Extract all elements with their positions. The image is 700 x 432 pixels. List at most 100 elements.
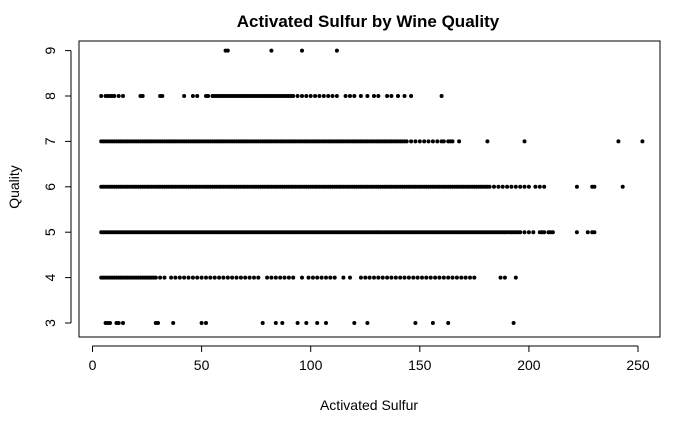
x-tick-label: 100 — [299, 357, 323, 373]
data-point — [321, 94, 326, 98]
data-point — [300, 48, 304, 53]
data-point — [542, 184, 547, 189]
data-point — [269, 48, 274, 53]
data-point — [186, 275, 191, 280]
y-tick-label: 8 — [42, 92, 58, 100]
data-point — [372, 275, 376, 280]
data-point — [522, 184, 527, 189]
data-point — [304, 94, 309, 98]
data-point — [385, 94, 390, 98]
data-point — [199, 275, 204, 280]
x-axis: 0 50 100 150 200 250 — [89, 345, 650, 373]
data-point — [592, 230, 597, 235]
data-point — [140, 94, 145, 98]
data-point — [234, 275, 239, 280]
data-point — [433, 275, 438, 280]
data-point — [324, 275, 328, 280]
data-point — [225, 275, 230, 280]
data-point — [160, 94, 165, 98]
x-tick-label: 150 — [408, 357, 432, 373]
data-point — [522, 230, 527, 235]
data-point — [328, 275, 333, 280]
data-point — [121, 321, 125, 325]
data-point — [204, 275, 208, 280]
data-point — [404, 139, 409, 144]
data-point — [428, 275, 433, 280]
data-point — [171, 321, 176, 325]
data-point — [256, 275, 261, 280]
data-point — [505, 184, 510, 189]
data-point — [280, 321, 285, 325]
data-point — [406, 275, 411, 280]
data-point — [574, 230, 579, 235]
data-point — [454, 275, 459, 280]
data-point — [341, 275, 346, 280]
data-point — [282, 275, 287, 280]
data-point — [363, 275, 368, 280]
data-point — [306, 275, 311, 280]
data-point — [426, 139, 431, 144]
data-point — [315, 321, 320, 325]
plot-frame — [78, 40, 661, 338]
x-tick-label: 250 — [626, 357, 650, 373]
data-point — [225, 48, 230, 53]
data-point — [99, 94, 104, 98]
data-point — [402, 94, 407, 98]
data-point — [389, 275, 394, 280]
data-point — [291, 275, 296, 280]
data-point — [441, 275, 446, 280]
data-point — [365, 94, 370, 98]
data-point — [531, 230, 536, 235]
data-point — [441, 139, 446, 144]
data-point — [509, 184, 514, 189]
x-axis-label: Activated Sulfur — [320, 397, 418, 413]
data-point — [343, 94, 348, 98]
x-tick-label: 0 — [89, 357, 97, 373]
data-point — [616, 139, 621, 144]
data-point — [173, 275, 178, 280]
data-point — [513, 275, 518, 280]
data-point — [204, 321, 208, 325]
data-point — [502, 275, 507, 280]
data-point — [206, 94, 211, 98]
data-point — [398, 275, 403, 280]
data-point — [415, 275, 420, 280]
data-point — [468, 275, 472, 280]
data-point — [413, 139, 418, 144]
data-point — [269, 275, 274, 280]
chart-title: Activated Sulfur by Wine Quality — [237, 12, 500, 31]
x-tick-label: 50 — [194, 357, 210, 373]
data-point — [393, 275, 398, 280]
y-tick-label: 7 — [42, 137, 58, 145]
data-point — [411, 275, 416, 280]
data-point — [487, 184, 492, 189]
data-point — [352, 321, 357, 325]
data-point — [278, 275, 283, 280]
data-point — [492, 184, 496, 189]
data-point — [358, 94, 363, 98]
data-point — [537, 184, 542, 189]
data-point — [409, 94, 414, 98]
data-point — [526, 230, 531, 235]
data-point — [435, 139, 440, 144]
data-point — [518, 184, 523, 189]
data-point — [485, 139, 490, 144]
data-point — [182, 94, 187, 98]
data-point — [116, 321, 121, 325]
data-point — [190, 275, 195, 280]
data-point — [348, 94, 352, 98]
data-point — [450, 275, 455, 280]
y-tick-label: 5 — [42, 228, 58, 236]
y-tick-label: 9 — [42, 46, 58, 54]
data-point — [450, 139, 455, 144]
data-point — [430, 139, 435, 144]
data-point — [352, 94, 357, 98]
data-point — [195, 94, 200, 98]
data-point — [317, 94, 322, 98]
data-point — [273, 321, 278, 325]
data-point — [463, 275, 468, 280]
data-point — [169, 275, 174, 280]
data-point — [522, 139, 527, 144]
data-point — [313, 94, 318, 98]
data-point — [208, 275, 213, 280]
